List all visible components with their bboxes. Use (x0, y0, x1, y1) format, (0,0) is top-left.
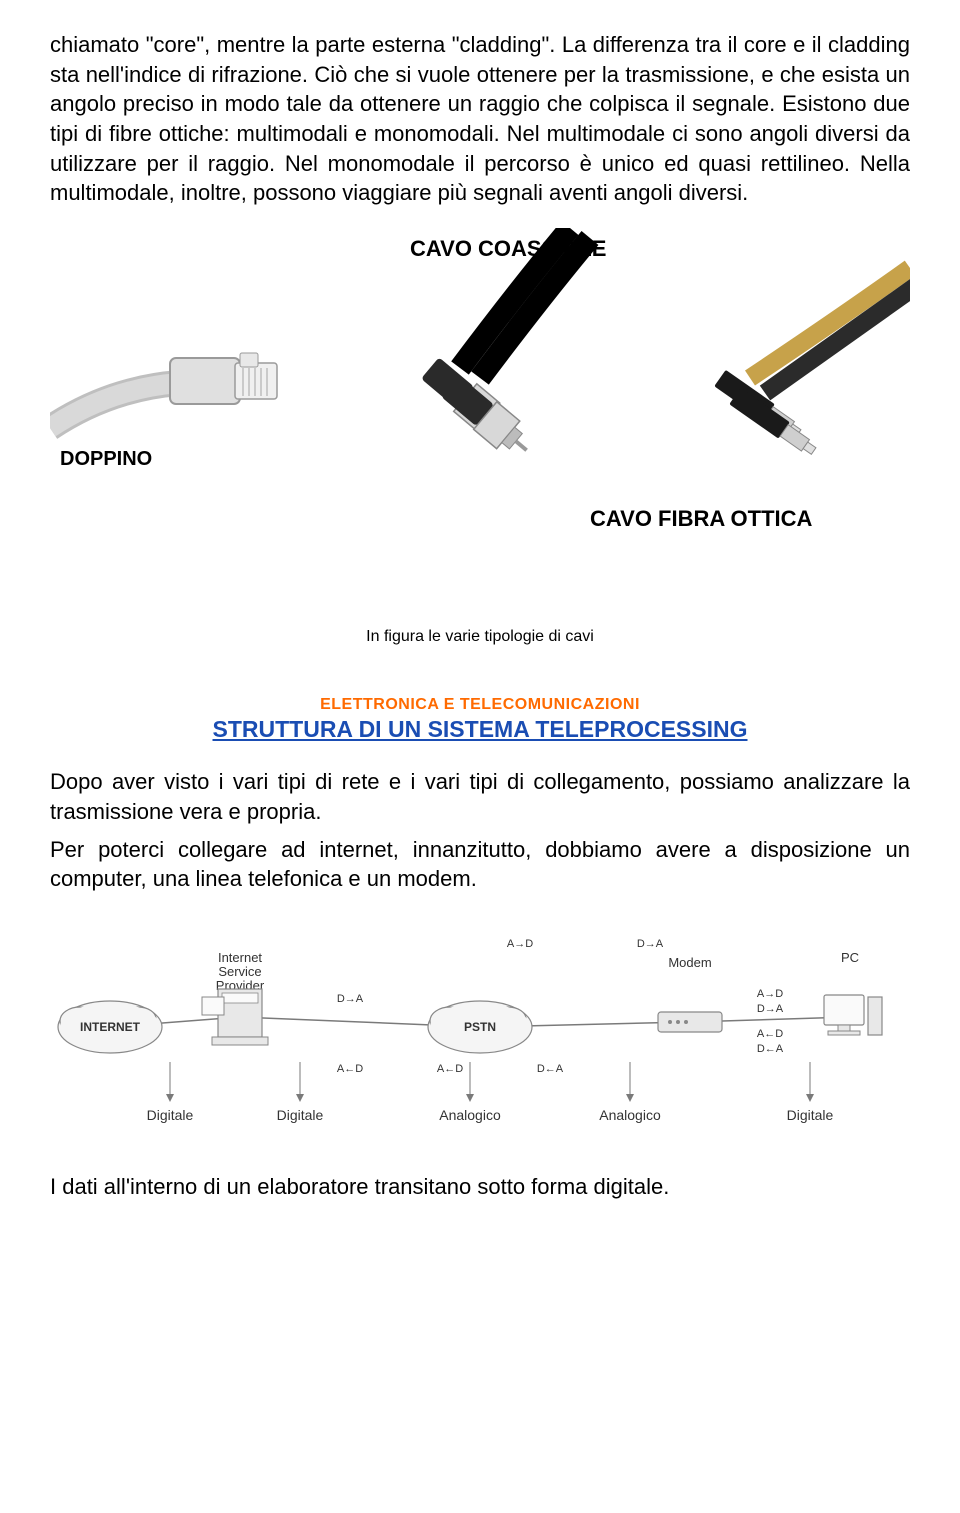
svg-text:INTERNET: INTERNET (80, 1020, 141, 1034)
cables-figure: CAVO COASSIALE DOPPINO CAVO FIBRA OTTICA (50, 228, 910, 608)
coassiale-label: CAVO COASSIALE (410, 236, 606, 262)
doppino-label: DOPPINO (60, 448, 152, 471)
svg-text:PC: PC (841, 950, 859, 965)
svg-text:D←A: D←A (537, 1063, 564, 1075)
svg-text:D→A: D→A (337, 993, 364, 1005)
paragraph-intro: chiamato "core", mentre la parte esterna… (50, 30, 910, 208)
svg-text:Analogico: Analogico (599, 1107, 661, 1123)
svg-text:A←D: A←D (757, 1028, 783, 1040)
svg-text:D←A: D←A (757, 1043, 784, 1055)
fibra-cable-graphic (714, 268, 910, 459)
svg-text:D→A: D→A (637, 938, 664, 950)
paragraph-3: Per poterci collegare ad internet, innan… (50, 835, 910, 894)
section-title: STRUTTURA DI UN SISTEMA TELEPROCESSING (50, 716, 910, 743)
svg-text:A←D: A←D (337, 1063, 363, 1075)
svg-text:Analogico: Analogico (439, 1107, 501, 1123)
svg-text:Digitale: Digitale (787, 1107, 834, 1123)
figure-caption: In figura le varie tipologie di cavi (50, 628, 910, 646)
doppino-cable-graphic (50, 353, 277, 428)
svg-text:D→A: D→A (757, 1003, 784, 1015)
section-pretitle: ELETTRONICA E TELECOMUNICAZIONI (50, 696, 910, 714)
paragraph-2: Dopo aver visto i vari tipi di rete e i … (50, 767, 910, 826)
fibra-label: CAVO FIBRA OTTICA (590, 506, 812, 532)
svg-text:PSTN: PSTN (464, 1020, 496, 1034)
paragraph-4: I dati all'interno di un elaboratore tra… (50, 1172, 910, 1202)
svg-text:Digitale: Digitale (277, 1107, 324, 1123)
svg-text:A→D: A→D (757, 988, 783, 1000)
svg-text:Internet: Internet (218, 950, 262, 965)
svg-text:Modem: Modem (668, 955, 711, 970)
svg-text:A→D: A→D (507, 938, 533, 950)
svg-text:Service: Service (218, 964, 261, 979)
coassiale-cable-graphic (418, 228, 590, 464)
svg-text:A←D: A←D (437, 1063, 463, 1075)
network-diagram: INTERNETInternetServiceProviderPSTNModem… (50, 912, 910, 1142)
svg-text:Digitale: Digitale (147, 1107, 194, 1123)
